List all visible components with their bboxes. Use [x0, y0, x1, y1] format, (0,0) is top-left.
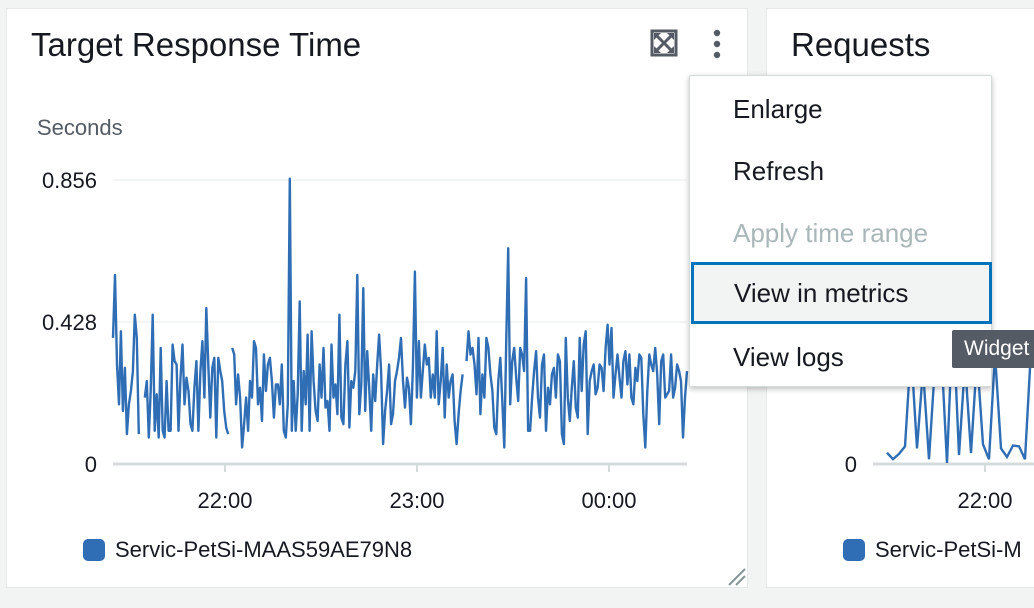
widget-actions-menu: Enlarge Refresh Apply time range View in… [689, 75, 992, 387]
menu-item-view-in-metrics[interactable]: View in metrics [691, 262, 992, 324]
requests-chart: 0 22:00 [845, 315, 1034, 513]
series-line [465, 247, 689, 449]
menu-item-apply-time-range: Apply time range [733, 217, 929, 248]
y-axis-unit-label: Seconds [37, 115, 123, 140]
expand-icon[interactable] [650, 29, 678, 57]
x-tick-label: 00:00 [581, 488, 636, 513]
legend-label: Servic-PetSi-MAAS59AE79N8 [115, 537, 413, 562]
series-line [231, 177, 464, 449]
tooltip: Widget [952, 330, 1034, 368]
y-tick-label: 0 [85, 452, 97, 477]
widget-title: Target Response Time [31, 26, 362, 63]
response-time-chart: 0.856 0.428 0 22:00 23:00 00:00 [42, 168, 689, 513]
x-tick-label: 23:00 [389, 488, 444, 513]
resize-handle-icon[interactable] [725, 565, 747, 587]
y-tick-label: 0.856 [42, 168, 97, 193]
x-tick-label: 22:00 [957, 488, 1012, 513]
series-line [111, 273, 140, 436]
widget-target-response-time: Target Response Time Seconds 0.856 0.428 0… [6, 8, 748, 588]
series-line [143, 306, 230, 439]
legend-swatch [843, 539, 865, 561]
legend-swatch [83, 539, 105, 561]
kebab-menu-icon[interactable] [707, 27, 727, 61]
series-line [886, 315, 1034, 464]
x-tick-label: 22:00 [197, 488, 252, 513]
menu-item-refresh[interactable]: Refresh [733, 155, 825, 186]
chart-legend[interactable]: Servic-PetSi-M [843, 537, 1022, 563]
legend-label: Servic-PetSi-M [875, 537, 1022, 562]
menu-item-enlarge[interactable]: Enlarge [733, 93, 823, 124]
menu-item-view-logs[interactable]: View logs [733, 341, 844, 372]
y-tick-label: 0.428 [42, 310, 97, 335]
widget-title: Requests [791, 26, 931, 63]
y-tick-label: 0 [845, 452, 857, 477]
chart-legend[interactable]: Servic-PetSi-MAAS59AE79N8 [83, 537, 412, 563]
